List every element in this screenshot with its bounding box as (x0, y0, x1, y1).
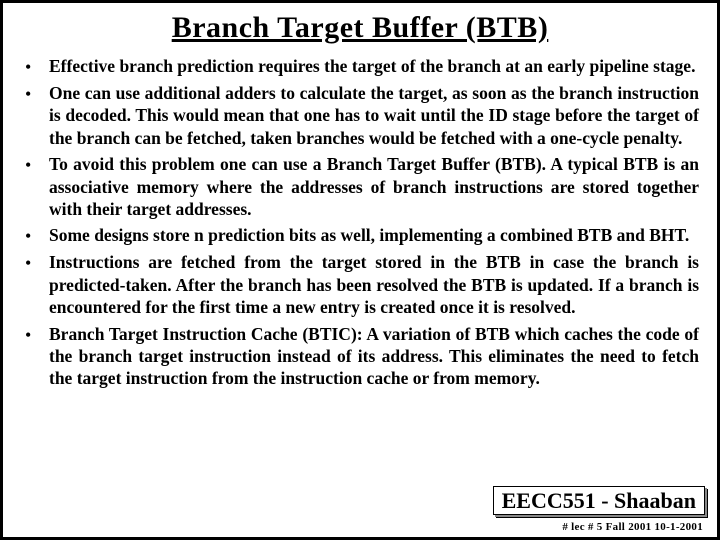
bullet-text: To avoid this problem one can use a Bran… (49, 153, 699, 220)
bullet-text: One can use additional adders to calcula… (49, 82, 699, 149)
bullet-text: Effective branch prediction requires the… (49, 55, 699, 77)
bullet-dot-icon: • (21, 82, 49, 105)
bullet-item: • Branch Target Instruction Cache (BTIC)… (21, 323, 699, 390)
bullet-dot-icon: • (21, 323, 49, 346)
bullet-text: Instructions are fetched from the target… (49, 251, 699, 318)
bullet-dot-icon: • (21, 55, 49, 78)
bullet-item: • One can use additional adders to calcu… (21, 82, 699, 149)
bullet-text: Some designs store n prediction bits as … (49, 224, 699, 246)
bullet-list: • Effective branch prediction requires t… (21, 55, 699, 390)
bullet-dot-icon: • (21, 153, 49, 176)
bullet-item: • Effective branch prediction requires t… (21, 55, 699, 78)
bullet-dot-icon: • (21, 224, 49, 247)
bullet-dot-icon: • (21, 251, 49, 274)
bullet-item: • Some designs store n prediction bits a… (21, 224, 699, 247)
bullet-item: • Instructions are fetched from the targ… (21, 251, 699, 318)
slide-container: Branch Target Buffer (BTB) • Effective b… (0, 0, 720, 540)
footer-attribution-box: EECC551 - Shaaban (493, 486, 705, 515)
footer-metadata: # lec # 5 Fall 2001 10-1-2001 (562, 521, 703, 533)
bullet-item: • To avoid this problem one can use a Br… (21, 153, 699, 220)
slide-title: Branch Target Buffer (BTB) (21, 11, 699, 45)
bullet-text: Branch Target Instruction Cache (BTIC): … (49, 323, 699, 390)
